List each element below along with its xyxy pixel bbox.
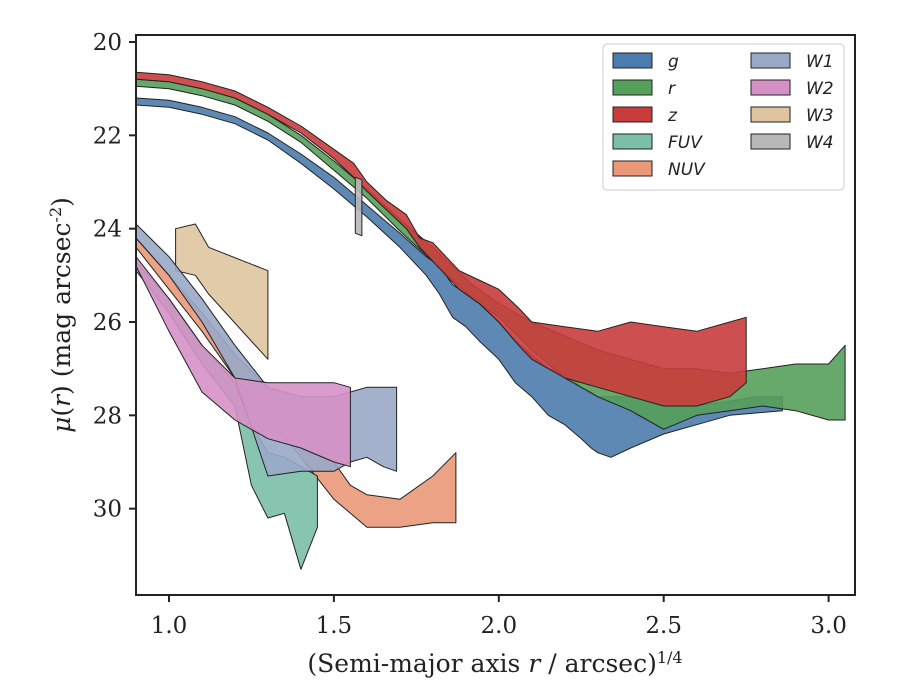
x-tick-label: 2.0: [481, 613, 518, 639]
y-tick-label: 20: [93, 30, 122, 56]
legend-swatch-r: [612, 79, 653, 96]
y-tick-label: 28: [93, 403, 122, 429]
legend-label-r: r: [668, 79, 676, 99]
legend-swatch-w4: [750, 133, 791, 150]
legend-label-nuv: NUV: [668, 160, 706, 180]
legend-label-w3: W3: [806, 106, 834, 126]
legend-label-g: g: [668, 52, 679, 72]
legend-swatch-nuv: [612, 160, 653, 177]
x-tick-label: 3.0: [810, 613, 847, 639]
y-tick-label: 26: [93, 310, 122, 336]
legend-swatch-fuv: [612, 133, 653, 150]
legend-label-fuv: FUV: [668, 133, 703, 153]
legend-swatch-g: [612, 52, 653, 69]
plot-frame: [135, 34, 856, 596]
band-z: [135, 71, 747, 407]
band-w4: [354, 176, 363, 237]
y-axis: 20 22 24 26 28 30: [93, 30, 136, 523]
band-w3: [175, 223, 269, 360]
legend-swatch-z: [612, 106, 653, 123]
y-tick-label: 30: [93, 497, 122, 523]
y-axis-label: μ(r) (mag arcsec-2): [46, 197, 77, 433]
x-axis: 1.0 1.5 2.0 2.5 3.0: [151, 595, 847, 639]
y-tick-label: 22: [93, 123, 122, 149]
y-tick-label: 24: [93, 217, 122, 243]
legend: grz FUV NUV W1 W2 W3 W4: [602, 43, 845, 191]
legend-label-z: z: [667, 106, 678, 126]
legend-label-w2: W2: [806, 79, 834, 99]
x-axis-label: (Semi-major axis r / arcsec)1/4: [307, 648, 682, 679]
legend-swatch-w2: [750, 79, 791, 96]
legend-label-w4: W4: [806, 133, 834, 153]
x-tick-label: 1.5: [316, 613, 353, 639]
x-tick-label: 2.5: [645, 613, 682, 639]
bands-layer: [135, 71, 846, 570]
legend-swatch-w1: [750, 52, 791, 69]
legend-swatch-w3: [750, 106, 791, 123]
x-tick-label: 1.0: [151, 613, 188, 639]
band-w2: [135, 256, 351, 468]
legend-label-w1: W1: [806, 52, 834, 72]
